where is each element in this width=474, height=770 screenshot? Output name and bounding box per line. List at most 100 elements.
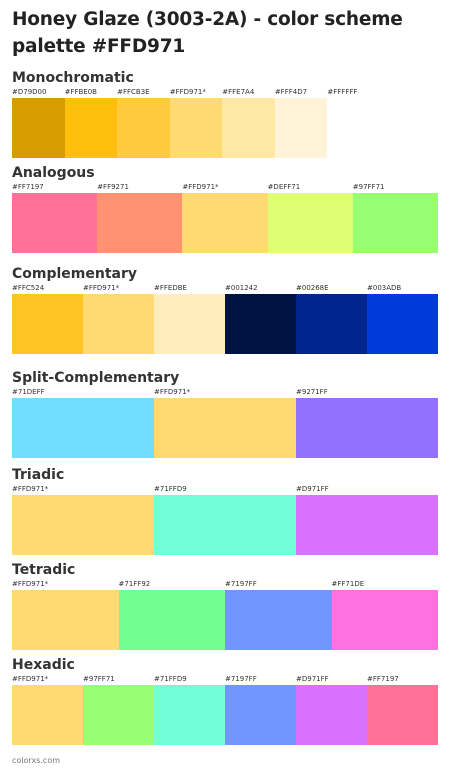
swatch-hex-label: #FFFFFF xyxy=(327,88,358,96)
section-title: Triadic xyxy=(12,467,65,483)
color-swatch[interactable]: #FFD971* xyxy=(12,674,83,746)
color-swatch[interactable]: #D971FF xyxy=(296,674,367,746)
swatch-color-block[interactable] xyxy=(118,590,225,650)
color-swatch[interactable]: #9271FF xyxy=(296,387,438,459)
swatch-color-block[interactable] xyxy=(331,590,438,650)
swatch-hex-label: #FFCB3E xyxy=(117,88,150,96)
swatch-hex-label: #71FFD9 xyxy=(154,485,187,493)
swatch-row: #D79D00 #FFBE0B #FFCB3E #FFD971* #FFE7A4 #FFF… xyxy=(12,87,380,159)
swatch-hex-label: #D971FF xyxy=(296,675,329,683)
swatch-hex-label: #FF7197 xyxy=(367,675,399,683)
color-swatch[interactable]: #001242 xyxy=(225,283,296,355)
color-swatch[interactable]: #FF71DE xyxy=(331,579,438,651)
swatch-color-block[interactable] xyxy=(12,495,154,555)
color-swatch[interactable]: #FFD971* xyxy=(12,484,154,556)
swatch-color-block[interactable] xyxy=(296,294,367,354)
swatch-hex-label: #FF9271 xyxy=(97,183,129,191)
color-swatch[interactable]: #71FFD9 xyxy=(154,674,225,746)
color-swatch[interactable]: #FFD971* xyxy=(83,283,154,355)
swatch-hex-label: #FFEDBE xyxy=(154,284,187,292)
color-swatch[interactable]: #FFD971* xyxy=(154,387,296,459)
swatch-color-block[interactable] xyxy=(296,398,438,458)
swatch-row: #71DEFF #FFD971* #9271FF xyxy=(12,387,438,459)
swatch-color-block[interactable] xyxy=(12,193,98,253)
color-swatch[interactable]: #7197FF xyxy=(225,674,296,746)
swatch-hex-label: #DEFF71 xyxy=(267,183,301,191)
swatch-color-block[interactable] xyxy=(154,685,225,745)
swatch-color-block[interactable] xyxy=(154,398,296,458)
swatch-color-block[interactable] xyxy=(83,685,154,745)
footer-site-name: colorxs.com xyxy=(12,756,61,765)
color-swatch[interactable]: #FFC524 xyxy=(12,283,83,355)
swatch-color-block[interactable] xyxy=(225,294,296,354)
swatch-color-block[interactable] xyxy=(267,193,353,253)
section-title: Monochromatic xyxy=(12,70,134,86)
color-swatch[interactable]: #97FF71 xyxy=(83,674,154,746)
color-swatch[interactable]: #7197FF xyxy=(225,579,332,651)
swatch-hex-label: #71FFD9 xyxy=(154,675,187,683)
color-swatch[interactable]: #DEFF71 xyxy=(267,182,353,254)
swatch-color-block[interactable] xyxy=(225,685,296,745)
color-swatch[interactable]: #FFD971* xyxy=(182,182,268,254)
swatch-color-block[interactable] xyxy=(274,98,328,158)
section-title: Split-Complementary xyxy=(12,370,180,386)
page-title: Honey Glaze (3003-2A) - color scheme pal… xyxy=(12,9,403,57)
color-swatch[interactable]: #71FF92 xyxy=(118,579,225,651)
swatch-color-block[interactable] xyxy=(296,685,367,745)
swatch-color-block[interactable] xyxy=(12,398,154,458)
swatch-row: #FFD971* #97FF71 #71FFD9 #7197FF #D971FF #FF7… xyxy=(12,674,438,746)
swatch-color-block[interactable] xyxy=(169,98,223,158)
swatch-color-block[interactable] xyxy=(12,98,65,158)
swatch-hex-label: #00268E xyxy=(296,284,329,292)
swatch-color-block[interactable] xyxy=(12,294,83,354)
color-swatch[interactable]: #D971FF xyxy=(296,484,438,556)
swatch-color-block[interactable] xyxy=(117,98,170,158)
color-swatch[interactable]: #FFD971* xyxy=(12,579,119,651)
swatch-hex-label: #D971FF xyxy=(296,485,329,493)
color-swatch[interactable]: #FFEDBE xyxy=(154,283,225,355)
swatch-color-block[interactable] xyxy=(64,98,118,158)
color-swatch[interactable]: #FF9271 xyxy=(97,182,183,254)
swatch-color-block[interactable] xyxy=(327,98,380,158)
color-swatch[interactable]: #FFF4D7 xyxy=(274,87,328,159)
swatch-color-block[interactable] xyxy=(296,495,438,555)
section-title: Analogous xyxy=(12,165,95,181)
swatch-color-block[interactable] xyxy=(83,294,154,354)
swatch-color-block[interactable] xyxy=(154,294,225,354)
color-swatch[interactable]: #97FF71 xyxy=(352,182,438,254)
color-swatch[interactable]: #FFFFFF xyxy=(327,87,380,159)
swatch-color-block[interactable] xyxy=(154,495,296,555)
swatch-hex-label: #FFE7A4 xyxy=(222,88,255,96)
swatch-hex-label: #7197FF xyxy=(225,675,257,683)
swatch-color-block[interactable] xyxy=(12,685,83,745)
swatch-color-block[interactable] xyxy=(367,294,438,354)
swatch-color-block[interactable] xyxy=(367,685,438,745)
swatch-color-block[interactable] xyxy=(352,193,438,253)
swatch-hex-label: #FFF4D7 xyxy=(274,88,308,96)
swatch-hex-label: #9271FF xyxy=(296,388,328,396)
swatch-row: #FFC524 #FFD971* #FFEDBE #001242 #00268E #003… xyxy=(12,283,438,355)
color-swatch[interactable]: #71FFD9 xyxy=(154,484,296,556)
section-title: Complementary xyxy=(12,266,138,282)
swatch-hex-label: #71FF92 xyxy=(118,580,151,588)
color-swatch[interactable]: #003ADB xyxy=(367,283,438,355)
swatch-color-block[interactable] xyxy=(12,590,119,650)
swatch-row: #FF7197 #FF9271 #FFD971* #DEFF71 #97FF71 xyxy=(12,182,438,254)
swatch-hex-label: #D79D00 xyxy=(12,88,47,96)
swatch-color-block[interactable] xyxy=(222,98,275,158)
color-swatch[interactable]: #00268E xyxy=(296,283,367,355)
color-swatch[interactable]: #FF7197 xyxy=(367,674,438,746)
color-swatch[interactable]: #FFD971* xyxy=(169,87,223,159)
swatch-hex-label: #71DEFF xyxy=(12,388,45,396)
color-swatch[interactable]: #FFBE0B xyxy=(64,87,118,159)
swatch-color-block[interactable] xyxy=(182,193,268,253)
swatch-color-block[interactable] xyxy=(225,590,332,650)
color-swatch[interactable]: #71DEFF xyxy=(12,387,154,459)
swatch-hex-label: #003ADB xyxy=(367,284,402,292)
color-swatch[interactable]: #FFE7A4 xyxy=(222,87,275,159)
color-swatch[interactable]: #FF7197 xyxy=(12,182,98,254)
swatch-color-block[interactable] xyxy=(97,193,183,253)
section-title: Tetradic xyxy=(12,562,76,578)
color-swatch[interactable]: #D79D00 xyxy=(12,87,65,159)
color-swatch[interactable]: #FFCB3E xyxy=(117,87,170,159)
